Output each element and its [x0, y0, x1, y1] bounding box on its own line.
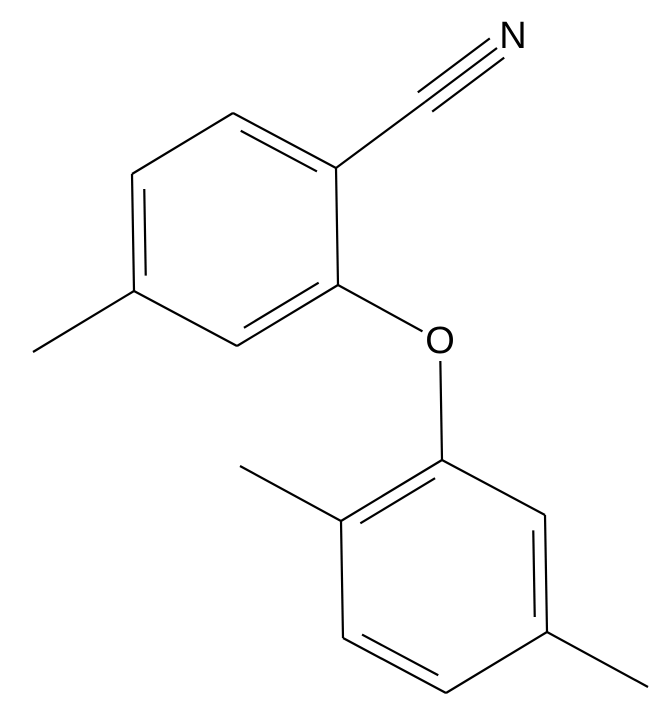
bond	[446, 632, 547, 693]
bond	[244, 283, 319, 328]
bond	[33, 291, 134, 352]
bond	[442, 460, 545, 515]
bond	[440, 361, 442, 460]
bond	[425, 48, 497, 102]
bond	[237, 285, 338, 346]
bond	[341, 460, 442, 521]
bond	[144, 189, 145, 276]
bond	[418, 38, 490, 92]
bond	[533, 530, 534, 617]
bond	[336, 102, 425, 168]
bond	[545, 515, 547, 632]
bond	[233, 113, 336, 168]
bond	[343, 638, 446, 693]
bond	[240, 466, 341, 521]
bond	[132, 113, 233, 174]
bond	[341, 521, 343, 638]
bond	[132, 174, 134, 291]
bond	[360, 478, 435, 523]
bond	[432, 58, 504, 112]
bond	[547, 632, 648, 687]
molecule-diagram: NO	[0, 0, 668, 725]
bond	[336, 168, 338, 285]
bond	[134, 291, 237, 346]
bond	[338, 285, 422, 331]
atom-label-N: N	[499, 15, 526, 57]
atom-label-O: O	[425, 320, 455, 362]
